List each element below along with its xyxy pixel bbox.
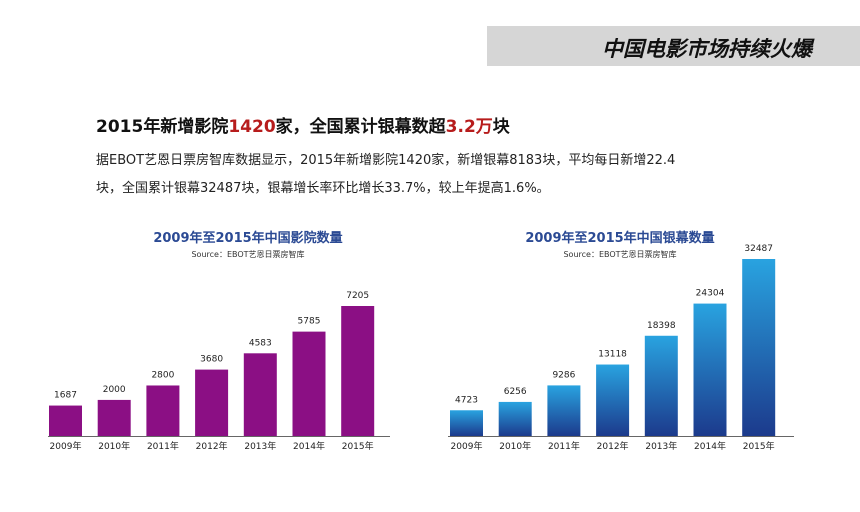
x-tick-label: 2009年: [451, 440, 483, 452]
x-tick-label: 2014年: [694, 440, 726, 452]
x-tick-label: 2011年: [548, 440, 580, 452]
bar: [450, 410, 483, 436]
x-tick-label: 2014年: [293, 440, 325, 452]
bar: [49, 405, 82, 436]
data-label: 13118: [598, 350, 627, 360]
x-tick-label: 2012年: [597, 440, 629, 452]
bar: [97, 399, 131, 436]
x-tick-label: 2012年: [196, 440, 228, 452]
data-label: 32487: [744, 244, 773, 254]
data-label: 4583: [249, 338, 272, 348]
x-tick-label: 2013年: [645, 440, 677, 452]
data-label: 3680: [200, 355, 223, 365]
headline: 2015年新增影院1420家，全国累计银幕数超3.2万块: [96, 112, 510, 137]
page-title: 中国电影市场持续火爆: [602, 37, 812, 61]
bar: [498, 401, 532, 436]
headline-part3: 块: [492, 117, 510, 137]
x-tick-label: 2009年: [50, 440, 82, 452]
bar: [547, 385, 581, 436]
data-label: 7205: [346, 291, 369, 301]
data-label: 2800: [151, 370, 174, 380]
description-paragraph: 据EBOT艺恩日票房智库数据显示，2015年新增影院1420家，新增银幕8183…: [96, 147, 696, 203]
bar: [243, 353, 277, 436]
x-tick-label: 2010年: [98, 440, 130, 452]
bar: [644, 335, 678, 436]
bar: [292, 331, 326, 436]
description-line-1: 据EBOT艺恩日票房智库数据显示，2015年新增影院1420家，新增银幕8183…: [96, 153, 676, 168]
bar: [195, 369, 229, 436]
chart-screens: 4723 2009年 6256 2010年 9286 2011年 13118 2012年 183…: [448, 244, 794, 452]
data-label: 5785: [298, 317, 321, 327]
data-label: 6256: [504, 387, 527, 397]
headline-part1: 2015年新增影院: [96, 117, 229, 137]
x-tick-label: 2010年: [499, 440, 531, 452]
data-label: 4723: [455, 395, 478, 405]
bar: [742, 259, 776, 436]
headline-highlight-screens: 3.2万: [445, 117, 493, 137]
bar: [693, 303, 727, 436]
chart-screens-title: 2009年至2015年中国银幕数量: [525, 231, 715, 246]
title-banner: 中国电影市场持续火爆: [487, 26, 860, 66]
data-label: 2000: [103, 385, 126, 395]
data-label: 18398: [647, 321, 676, 331]
x-tick-label: 2013年: [244, 440, 276, 452]
bar: [146, 385, 180, 436]
headline-part2: 家，全国累计银幕数超: [275, 117, 446, 137]
chart-screens-source: Source：EBOT艺恩日票房智库: [563, 250, 677, 259]
chart-cinemas-source: Source：EBOT艺恩日票房智库: [191, 250, 305, 259]
chart-cinemas: 1687 2009年 2000 2010年 2800 2011年 3680 2012年 4583…: [48, 291, 390, 452]
data-label: 24304: [696, 289, 725, 299]
description-line-2: 块，全国累计银幕32487块，银幕增长率环比增长33.7%，较上年提高1.6%。: [96, 181, 550, 196]
data-label: 9286: [552, 370, 575, 380]
x-tick-label: 2011年: [147, 440, 179, 452]
data-label: 1687: [54, 391, 77, 401]
x-tick-label: 2015年: [342, 440, 374, 452]
headline-highlight-cinemas: 1420: [228, 117, 276, 137]
bar: [596, 364, 630, 436]
x-tick-label: 2015年: [743, 440, 775, 452]
bar: [341, 306, 375, 436]
chart-cinemas-title: 2009年至2015年中国影院数量: [153, 231, 343, 246]
